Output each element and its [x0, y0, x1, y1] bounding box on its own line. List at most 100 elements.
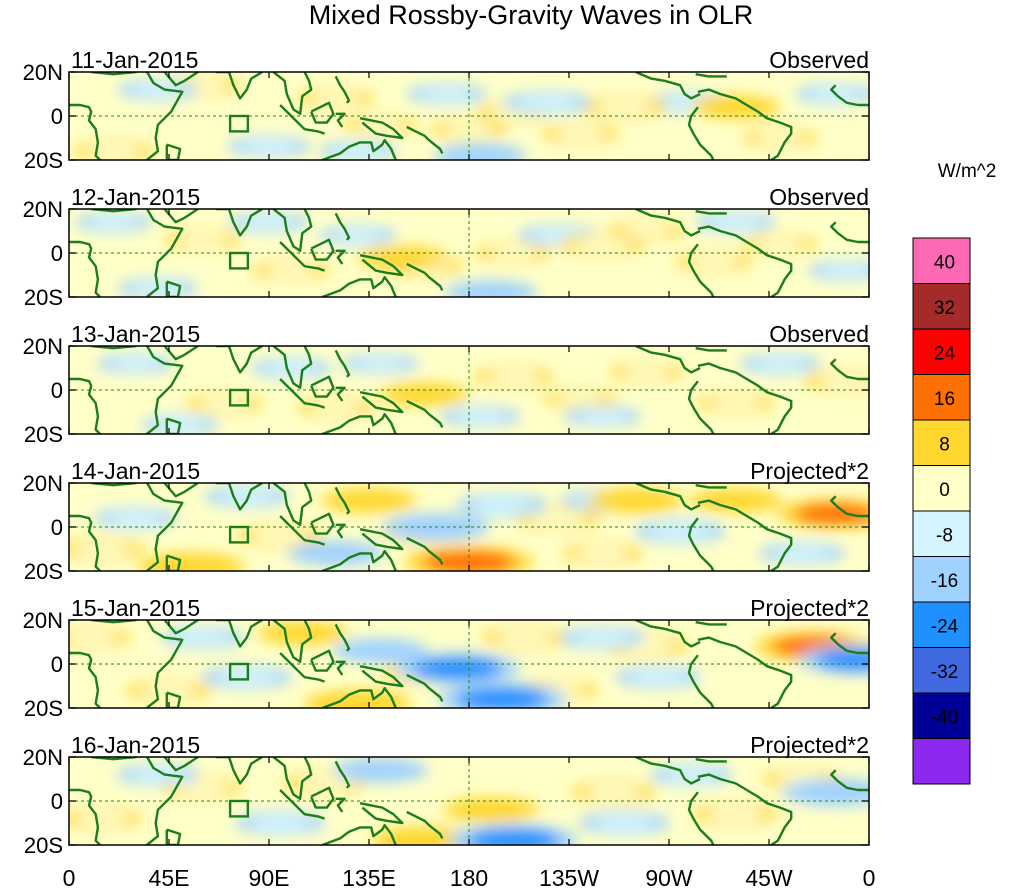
colorbar-swatch [912, 738, 971, 785]
anomaly-core [88, 215, 139, 229]
panel-date: 15-Jan-2015 [71, 595, 200, 621]
colorbar-label: -16 [931, 571, 958, 592]
coastline [69, 620, 869, 708]
anomaly-core [174, 630, 230, 645]
anomaly-core [818, 373, 869, 389]
lat-label: 20S [24, 696, 63, 721]
anomaly-core [688, 255, 739, 269]
panel-date: 14-Jan-2015 [71, 458, 200, 484]
anomaly-core [177, 233, 228, 247]
anomaly-core [584, 784, 643, 800]
lat-label: 20S [24, 148, 63, 173]
anomaly-core [577, 409, 628, 424]
anomaly-core [816, 649, 869, 671]
anomaly-core [755, 237, 805, 251]
colorbar-label: 0 [939, 480, 950, 501]
colorbar-label: 32 [934, 298, 955, 319]
colorbar-swatch [912, 510, 971, 557]
lon-label: 180 [450, 865, 488, 890]
lat-label: 0 [51, 789, 63, 814]
anomaly-core [495, 630, 554, 646]
anomaly-core [387, 831, 462, 845]
lat-label: 0 [51, 515, 63, 540]
anomaly-core [487, 369, 540, 384]
colorbar-label: -8 [936, 526, 953, 547]
anomaly-core [622, 224, 671, 238]
panel-3: 13-Jan-2015 Observed 20N 0 20S [23, 321, 870, 447]
anomaly-core [130, 767, 186, 782]
lat-label: 0 [51, 104, 63, 129]
lon-label: 0 [63, 865, 76, 890]
island-outline [228, 799, 250, 818]
anomaly-core [709, 215, 763, 230]
anomaly-core [371, 249, 434, 266]
lat-label: 0 [51, 378, 63, 403]
panel-mode: Projected*2 [750, 595, 869, 621]
lon-label: 45W [745, 865, 793, 890]
anomaly-core [249, 815, 311, 831]
panel-mode: Observed [769, 184, 869, 210]
anomaly-core [347, 642, 414, 660]
colorbar-swatch [912, 283, 971, 330]
colorbar-label: -40 [931, 708, 958, 729]
colorbar-label: -32 [931, 662, 958, 683]
anomaly-core [153, 557, 229, 571]
anomaly-core [73, 541, 131, 557]
panel-date: 12-Jan-2015 [71, 184, 200, 210]
panel-5: 15-Jan-2015 Projected*2 20N 0 20S [23, 595, 870, 721]
coastline [69, 346, 869, 434]
panel-mode: Observed [769, 47, 869, 73]
colorbar-swatch [912, 647, 971, 694]
lat-label: 20N [23, 471, 63, 496]
lat-label: 0 [51, 652, 63, 677]
figure-title: Mixed Rossby-Gravity Waves in OLR [309, 0, 754, 30]
panel-1: 11-Jan-2015 Observed 20N 0 20S [23, 47, 870, 173]
lon-label: 45E [149, 865, 190, 890]
anomaly-core [704, 99, 767, 116]
lat-label: 20N [23, 334, 63, 359]
anomaly-core [87, 144, 140, 159]
lat-label: 0 [51, 241, 63, 266]
anomaly-core [199, 396, 250, 410]
panel-4: 14-Jan-2015 Projected*2 20N 0 20S [23, 458, 870, 584]
anomaly-core [448, 147, 513, 160]
anomaly-core [310, 400, 361, 415]
anomaly-core [517, 95, 577, 111]
anomaly-core [710, 396, 761, 410]
anomaly-core [420, 87, 474, 101]
anomaly-core [332, 228, 384, 243]
anomaly-core [555, 392, 605, 406]
anomaly-core [69, 630, 118, 645]
colorbar-units: W/m^2 [938, 161, 997, 182]
lat-label: 20S [24, 559, 63, 584]
anomaly-core [354, 356, 406, 371]
colorbar-label: -24 [931, 617, 959, 638]
anomaly-core [755, 131, 805, 145]
lat-label: 20N [23, 745, 63, 770]
lon-label: 90W [645, 865, 693, 890]
anomaly-core [332, 144, 384, 158]
colorbar-swatch [912, 237, 971, 284]
lon-label: 135W [539, 865, 599, 890]
lon-label: 0 [863, 865, 876, 890]
anomaly-core [458, 801, 525, 819]
island-outline [228, 525, 250, 544]
anomaly-core [347, 761, 414, 779]
lon-label: 90E [249, 865, 290, 890]
colorbar-swatch [912, 692, 971, 739]
panel-group: 11-Jan-2015 Observed 20N 0 20S 12-Jan-2015 Obs… [23, 47, 870, 858]
anomaly-core [75, 811, 129, 826]
anomaly-core [798, 782, 869, 802]
anomaly-core [175, 780, 229, 795]
panel-date: 13-Jan-2015 [71, 321, 200, 347]
anomaly-core [459, 284, 524, 297]
anomaly-core [265, 263, 317, 278]
anomaly-core [241, 139, 297, 155]
anomaly-core [554, 126, 606, 141]
colorbar-swatch [912, 556, 971, 603]
colorbar-swatch [912, 328, 971, 375]
lat-label: 20S [24, 285, 63, 310]
coastline [69, 72, 869, 160]
anomaly-core [108, 510, 164, 526]
